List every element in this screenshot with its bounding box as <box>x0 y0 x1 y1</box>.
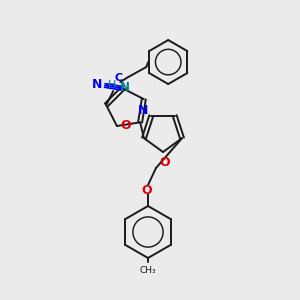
Text: O: O <box>142 184 152 196</box>
Text: O: O <box>120 118 130 131</box>
Text: H: H <box>108 80 116 90</box>
Text: CH₃: CH₃ <box>140 266 156 275</box>
Text: N: N <box>138 104 148 117</box>
Text: N: N <box>120 81 130 94</box>
Text: C: C <box>115 74 123 83</box>
Text: N: N <box>92 78 102 91</box>
Text: O: O <box>160 156 170 169</box>
